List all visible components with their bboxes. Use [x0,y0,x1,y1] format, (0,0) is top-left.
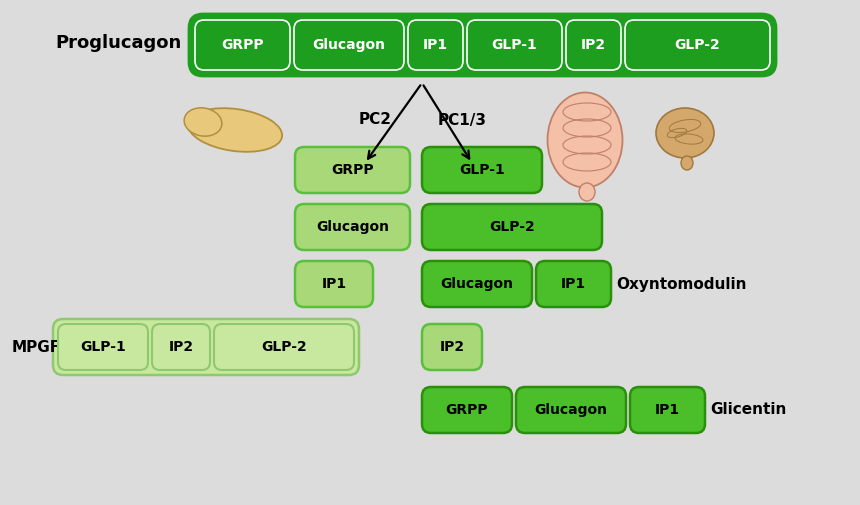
FancyBboxPatch shape [422,204,602,250]
Text: GLP-1: GLP-1 [459,163,505,177]
Text: Glucagon: Glucagon [312,38,385,52]
Ellipse shape [548,92,623,187]
Text: PC2: PC2 [359,113,391,127]
Text: IP1: IP1 [561,277,586,291]
Text: IP2: IP2 [169,340,194,354]
Text: Glicentin: Glicentin [710,402,786,418]
Text: IP2: IP2 [439,340,464,354]
Text: IP2: IP2 [581,38,606,52]
FancyBboxPatch shape [408,20,463,70]
FancyBboxPatch shape [295,261,373,307]
Text: IP1: IP1 [322,277,347,291]
FancyBboxPatch shape [152,324,210,370]
FancyBboxPatch shape [422,324,482,370]
FancyBboxPatch shape [516,387,626,433]
Text: GLP-2: GLP-2 [261,340,307,354]
Text: PC1/3: PC1/3 [438,113,487,127]
Text: Glucagon: Glucagon [535,403,607,417]
Ellipse shape [187,108,282,152]
FancyBboxPatch shape [195,20,290,70]
Ellipse shape [579,183,595,201]
FancyBboxPatch shape [625,20,770,70]
Text: GLP-1: GLP-1 [492,38,538,52]
FancyBboxPatch shape [467,20,562,70]
Text: Proglucagon: Proglucagon [56,34,182,52]
Text: GRPP: GRPP [445,403,488,417]
Text: GRPP: GRPP [221,38,264,52]
Ellipse shape [681,156,693,170]
FancyBboxPatch shape [566,20,621,70]
FancyBboxPatch shape [422,261,532,307]
Text: GRPP: GRPP [331,163,374,177]
FancyBboxPatch shape [294,20,404,70]
FancyBboxPatch shape [630,387,705,433]
Text: GLP-2: GLP-2 [489,220,535,234]
Text: GLP-1: GLP-1 [80,340,126,354]
Text: IP1: IP1 [423,38,448,52]
FancyBboxPatch shape [214,324,354,370]
Text: Glucagon: Glucagon [440,277,513,291]
Ellipse shape [184,108,222,136]
FancyBboxPatch shape [295,147,410,193]
Ellipse shape [656,108,714,158]
FancyBboxPatch shape [189,14,776,76]
Text: IP1: IP1 [655,403,680,417]
Text: MPGF: MPGF [12,339,61,355]
FancyBboxPatch shape [58,324,148,370]
FancyBboxPatch shape [422,147,542,193]
Text: Glucagon: Glucagon [316,220,389,234]
Text: GLP-2: GLP-2 [674,38,721,52]
FancyBboxPatch shape [53,319,359,375]
FancyBboxPatch shape [536,261,611,307]
FancyBboxPatch shape [295,204,410,250]
FancyBboxPatch shape [422,387,512,433]
Text: Oxyntomodulin: Oxyntomodulin [616,277,746,291]
